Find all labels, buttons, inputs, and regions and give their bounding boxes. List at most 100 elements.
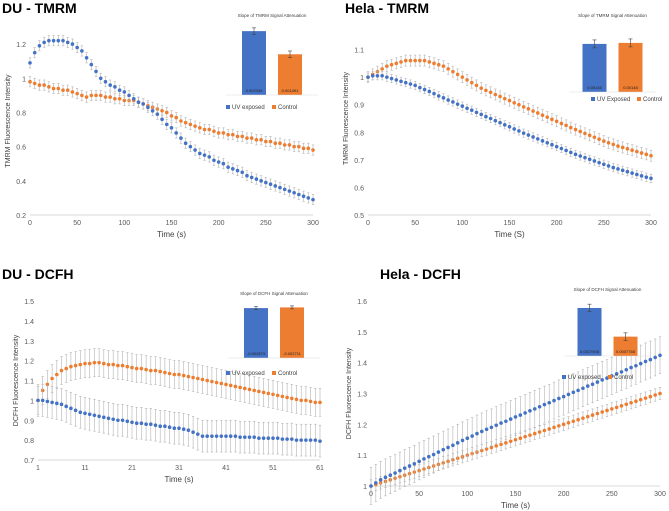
uv-point xyxy=(136,100,141,104)
control-point xyxy=(179,119,183,123)
uv-point xyxy=(399,79,403,84)
uv-point xyxy=(98,76,103,81)
uv-point xyxy=(366,75,370,79)
uv-point xyxy=(502,123,507,127)
uv-point xyxy=(605,376,609,380)
uv-point xyxy=(221,161,226,166)
uv-point xyxy=(122,90,127,94)
control-point xyxy=(308,399,313,404)
inset-bar-label: 0.0007768 xyxy=(616,349,636,354)
chart-du-tmrm: 0.2 0.4 0.6 0.8 1 1.2 0 50 100 150 200 250 300 Time (… xyxy=(5,13,319,239)
control-point xyxy=(97,360,101,365)
control-point xyxy=(299,398,304,403)
uv-point xyxy=(102,415,106,420)
control-point xyxy=(268,139,273,144)
uv-point xyxy=(153,423,158,428)
control-point xyxy=(125,364,130,369)
uv-point xyxy=(191,430,195,434)
control-point xyxy=(205,378,209,383)
uv-point xyxy=(441,96,446,100)
uv-point xyxy=(504,419,508,424)
control-point xyxy=(245,136,249,140)
control-point xyxy=(261,390,266,395)
control-point xyxy=(193,124,197,128)
uv-point xyxy=(375,73,380,78)
control-point xyxy=(226,132,230,137)
control-point xyxy=(597,137,601,141)
inset-bar-control xyxy=(278,54,302,95)
y-tick-label: 0.8 xyxy=(354,130,364,137)
uv-point xyxy=(32,50,37,55)
control-point xyxy=(292,144,296,149)
control-point xyxy=(408,58,413,63)
uv-point xyxy=(432,91,436,96)
y-tick-label: 1.1 xyxy=(24,379,34,386)
uv-point xyxy=(576,388,580,393)
control-point xyxy=(28,79,32,84)
uv-point xyxy=(167,425,172,430)
y-axis-label: TMRM Fluorescence Intensity xyxy=(343,72,350,165)
control-point xyxy=(643,396,648,400)
control-point xyxy=(108,95,112,99)
uv-point xyxy=(643,359,648,364)
control-point xyxy=(581,416,585,420)
uv-point xyxy=(494,423,499,428)
control-point xyxy=(557,424,561,428)
uv-point xyxy=(64,404,68,409)
control-point xyxy=(595,411,600,416)
y-tick-label: 1.1 xyxy=(354,48,364,55)
uv-point xyxy=(28,61,32,65)
uv-point xyxy=(254,177,259,181)
x-tick-label: 50 xyxy=(411,220,419,227)
control-point xyxy=(294,397,299,402)
uv-point xyxy=(470,434,474,438)
control-point xyxy=(304,398,308,403)
control-point xyxy=(540,113,545,117)
control-point xyxy=(528,433,532,437)
uv-point xyxy=(127,93,131,98)
uv-point xyxy=(380,73,384,78)
x-tick-label: 250 xyxy=(598,220,610,227)
control-point xyxy=(389,62,394,67)
control-point xyxy=(561,422,566,427)
uv-point xyxy=(489,425,494,430)
uv-point xyxy=(590,382,595,387)
control-point xyxy=(47,85,51,89)
control-point xyxy=(191,375,195,380)
y-axis-label: TMRM Fluorescence Intensity xyxy=(5,74,12,167)
uv-point xyxy=(78,410,83,415)
control-point xyxy=(160,108,164,113)
uv-point xyxy=(198,151,202,156)
uv-point xyxy=(634,363,638,368)
control-point xyxy=(583,131,587,136)
control-point xyxy=(436,62,441,67)
uv-point xyxy=(212,158,216,163)
control-point xyxy=(259,138,263,142)
uv-point xyxy=(630,171,634,175)
uv-point xyxy=(602,162,606,167)
uv-point xyxy=(600,378,604,382)
uv-point xyxy=(566,392,571,397)
uv-point xyxy=(84,55,89,60)
uv-point xyxy=(571,390,576,395)
control-point xyxy=(619,404,624,408)
uv-point xyxy=(238,435,242,439)
uv-point xyxy=(455,102,460,106)
uv-point xyxy=(73,408,78,413)
y-axis-label: DCFH Fluorescence Intensity xyxy=(346,347,353,439)
uv-point xyxy=(648,357,653,362)
uv-point xyxy=(638,361,643,366)
control-point xyxy=(149,368,153,373)
control-point xyxy=(648,394,653,399)
uv-point xyxy=(150,108,155,113)
uv-point xyxy=(523,411,527,415)
x-tick-label: 11 xyxy=(81,465,88,472)
control-point xyxy=(231,132,235,137)
control-point xyxy=(545,115,550,119)
uv-point xyxy=(389,76,394,81)
x-tick-label: 31 xyxy=(175,465,183,472)
control-point xyxy=(552,425,556,430)
y-tick-label: 1.3 xyxy=(357,392,367,399)
uv-point xyxy=(644,175,649,180)
uv-point xyxy=(569,150,573,155)
